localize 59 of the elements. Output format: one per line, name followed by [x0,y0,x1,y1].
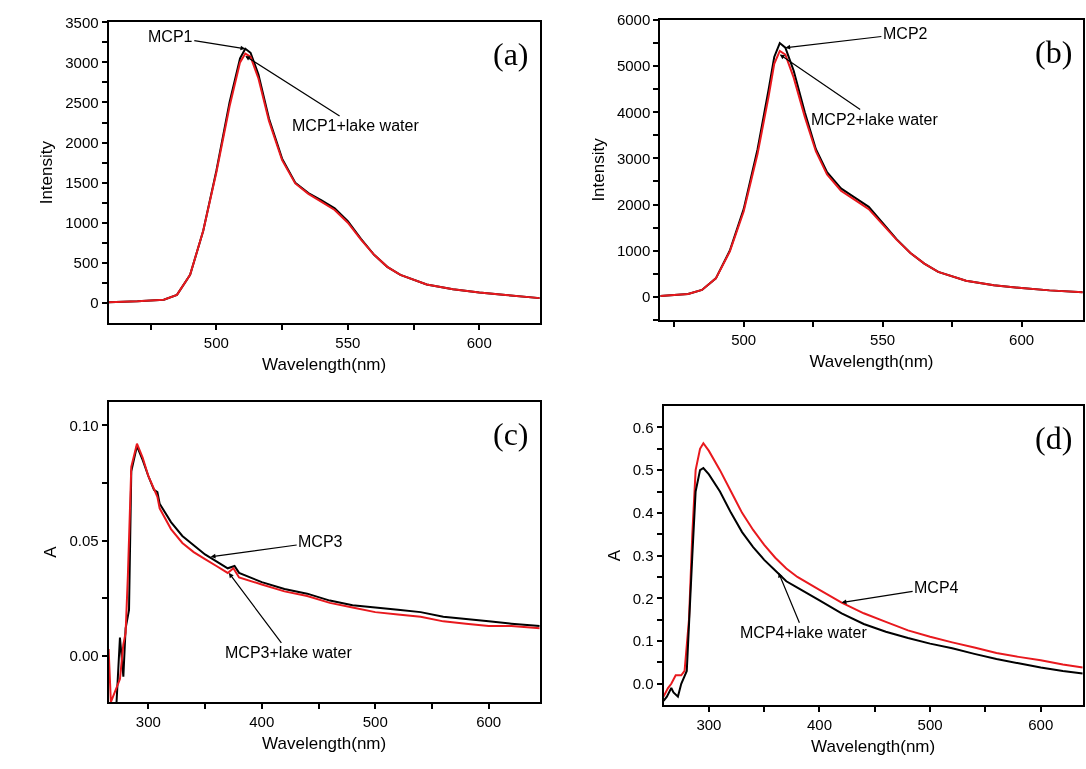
annotation: (a) [493,36,529,72]
x-tick-label: 550 [335,333,361,351]
annotation: MCP3 [298,533,343,550]
y-tick-label: 4000 [616,103,651,121]
x-tick-label: 500 [731,330,757,348]
y-tick-label: 3000 [616,149,651,167]
annotation: (c) [493,416,529,452]
y-tick-label: 1000 [65,214,99,231]
y-tick-label: 0.3 [632,546,654,564]
annotation: MCP1+lake water [292,117,420,134]
y-tick-label: 5000 [616,57,651,75]
annotation: MCP3+lake water [225,644,353,661]
x-tick-label: 300 [696,716,722,734]
x-tick-label: 500 [917,716,943,734]
x-tick-label: 400 [806,716,833,734]
y-tick-label: 0.5 [632,461,654,479]
y-tick-label: 2000 [616,195,651,213]
y-tick-label: 0.0 [632,675,654,693]
y-tick-label: 2000 [65,133,99,151]
y-tick-label: 0 [641,288,651,306]
annotation: MCP4 [914,579,959,596]
y-tick-label: 0.1 [632,632,654,650]
x-tick-label: 500 [203,333,229,351]
y-tick-label: 500 [73,254,99,272]
x-tick-label: 400 [249,713,275,731]
x-axis-title: Wavelength(nm) [811,737,936,757]
y-tick-label: 0 [90,294,99,312]
x-axis-title: Wavelength(nm) [262,734,387,753]
x-tick-label: 600 [466,333,492,351]
x-axis-title: Wavelength(nm) [809,351,934,371]
y-axis-title: Intensity [588,137,608,202]
y-tick-label: 1000 [616,241,651,259]
annotation: MCP2 [883,25,928,42]
y-tick-label: 0.00 [69,647,99,665]
x-tick-label: 600 [476,713,502,731]
y-tick-label: 1500 [65,173,99,191]
y-tick-label: 0.4 [632,504,654,522]
x-tick-label: 300 [135,713,161,731]
annotation: MCP1 [148,28,193,45]
y-tick-label: 0.05 [69,531,99,549]
y-axis-title: A [41,545,61,558]
x-tick-label: 550 [870,330,896,348]
x-axis-title: Wavelength(nm) [262,354,387,374]
y-tick-label: 0.6 [632,418,654,436]
y-tick-label: 0.10 [69,416,99,434]
y-axis-title: Intensity [37,140,57,205]
annotation: (b) [1035,34,1073,70]
y-tick-label: 0.2 [632,589,654,607]
y-tick-label: 3000 [65,53,99,71]
y-tick-label: 6000 [616,11,651,29]
x-tick-label: 500 [362,713,388,731]
annotation: (d) [1035,420,1073,456]
x-tick-label: 600 [1009,330,1035,348]
y-tick-label: 2500 [65,93,99,111]
y-axis-title: A [604,549,624,562]
x-tick-label: 600 [1028,716,1054,734]
annotation: MCP2+lake water [811,111,939,128]
y-tick-label: 3500 [65,13,99,31]
annotation: MCP4+lake water [740,624,868,641]
